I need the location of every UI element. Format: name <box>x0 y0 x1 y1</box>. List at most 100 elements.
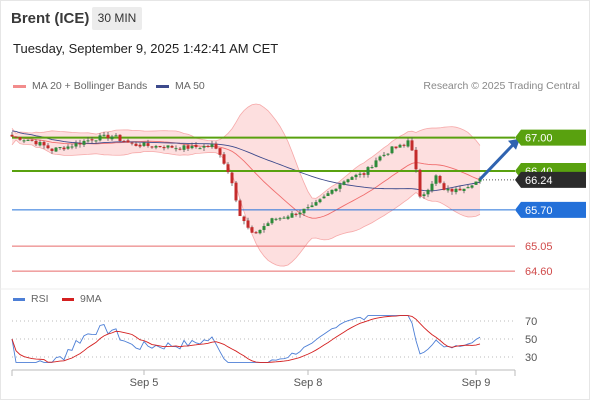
candle-body <box>86 140 90 142</box>
chart-header: Brent (ICE) 30 MIN <box>0 0 590 36</box>
bollinger-legend-label: MA 20 + Bollinger Bands <box>32 80 148 92</box>
candle-body <box>450 188 454 192</box>
candle-body <box>122 140 126 142</box>
candle-body <box>358 173 362 175</box>
candle-body <box>142 142 146 146</box>
legend-rsi: RSI <box>13 293 49 305</box>
rsi-tick-label: 70 <box>525 316 537 328</box>
candle-body <box>230 172 234 184</box>
candle-body <box>302 208 306 214</box>
level-tag-bg <box>515 201 586 218</box>
candle-body <box>210 144 214 148</box>
candle-body <box>150 146 154 148</box>
candle-body <box>194 144 198 148</box>
candle-body <box>126 140 130 143</box>
candle-body <box>238 200 242 217</box>
chart-datetime: Tuesday, September 9, 2025 1:42:41 AM CE… <box>13 41 279 56</box>
candle-body <box>134 143 138 146</box>
candle-body <box>442 183 446 190</box>
candle-body <box>454 188 458 193</box>
level-label-65-05: 65.05 <box>525 241 553 253</box>
candle-body <box>278 218 282 220</box>
candle-body <box>478 178 482 182</box>
candle-body <box>354 174 358 178</box>
candle-body <box>378 156 382 161</box>
candle-body <box>98 135 102 141</box>
candle-body <box>402 144 406 146</box>
candle-body <box>158 145 162 148</box>
candle-body <box>342 181 346 185</box>
candle-body <box>178 148 182 150</box>
candle-body <box>274 218 278 220</box>
bollinger-upper-line <box>11 103 481 199</box>
candle-body <box>254 232 258 234</box>
level-tag-text: 67.00 <box>525 133 553 145</box>
candle-body <box>18 137 22 140</box>
x-tick-label: Sep 5 <box>130 377 159 389</box>
candle-body <box>10 134 14 137</box>
candle-body <box>418 169 422 197</box>
legend-ma50: MA 50 <box>156 80 205 92</box>
candle-body <box>394 146 398 149</box>
level-label-64-60: 64.60 <box>525 266 553 278</box>
candle-body <box>66 146 70 149</box>
candle-body <box>162 147 166 149</box>
candle-body <box>222 154 226 164</box>
candle-body <box>466 187 470 189</box>
candle-body <box>38 142 42 146</box>
rsi-ma-swatch <box>62 297 74 301</box>
candle-body <box>242 216 246 222</box>
rsi-legend-label: RSI <box>31 293 49 305</box>
candle-body <box>406 140 410 147</box>
candle-body <box>110 136 114 140</box>
candle-body <box>234 182 238 201</box>
candle-body <box>266 223 270 227</box>
candle-body <box>146 143 150 146</box>
candle-body <box>154 145 158 148</box>
candle-body <box>374 160 378 168</box>
candle-body <box>118 134 122 141</box>
candle-body <box>138 144 142 147</box>
candle-body <box>470 185 474 188</box>
legend-rsi-ma: 9MA <box>62 293 102 305</box>
legend-bollinger: MA 20 + Bollinger Bands <box>13 80 147 92</box>
candle-body <box>198 148 202 150</box>
candle-body <box>170 145 174 148</box>
candle-body <box>386 153 390 155</box>
instrument-title: Brent (ICE) <box>11 10 90 27</box>
level-tag-66-24: 66.24 <box>515 171 586 188</box>
candle-body <box>290 213 294 218</box>
ma50-line <box>11 130 481 192</box>
candle-body <box>30 139 34 141</box>
candle-body <box>106 134 110 139</box>
candle-body <box>326 193 330 196</box>
candle-body <box>390 146 394 154</box>
candle-body <box>346 179 350 183</box>
candle-body <box>62 147 66 150</box>
candle-body <box>474 181 478 185</box>
candle-body <box>430 183 434 191</box>
candle-body <box>50 148 54 151</box>
candle-body <box>338 184 342 189</box>
candle-body <box>382 154 386 156</box>
x-tick-label: Sep 9 <box>462 377 491 389</box>
candle-body <box>462 188 466 191</box>
rsi-tick-label: 50 <box>525 334 537 346</box>
timeframe-button[interactable]: 30 MIN <box>92 7 142 30</box>
candle-body <box>246 220 250 228</box>
level-tag-bg <box>515 171 586 188</box>
bollinger-swatch <box>13 84 26 88</box>
rsi-ma-line <box>11 315 481 363</box>
candle-body <box>414 149 418 170</box>
candle-body <box>330 189 334 194</box>
candle-body <box>370 167 374 169</box>
candle-body <box>318 199 322 203</box>
candle-body <box>286 216 290 219</box>
candle-body <box>438 175 442 183</box>
candle-body <box>366 167 370 175</box>
ma50-legend-label: MA 50 <box>175 80 205 92</box>
bollinger-band-fill <box>12 103 480 267</box>
x-tick-label: Sep 8 <box>294 377 323 389</box>
candle-body <box>426 189 430 195</box>
